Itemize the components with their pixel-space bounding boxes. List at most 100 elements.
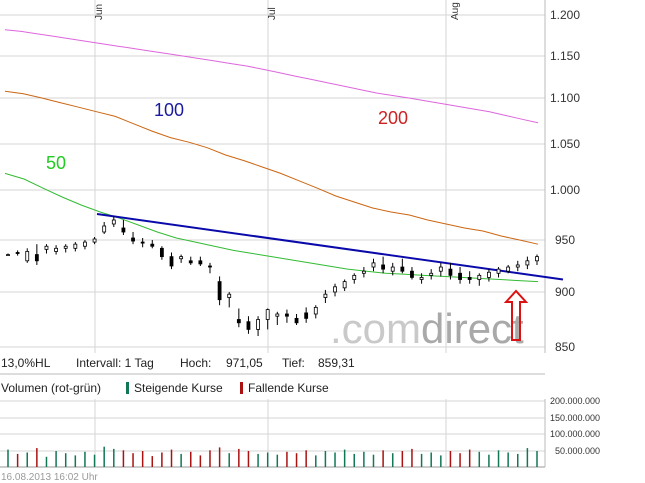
candle — [515, 260, 520, 272]
month-label-aug: Aug — [450, 2, 461, 20]
candle — [102, 222, 107, 234]
candle — [246, 316, 251, 334]
candle-body — [448, 268, 453, 276]
legend-swatch-falling — [240, 382, 243, 394]
candle — [448, 262, 453, 280]
candle — [236, 308, 241, 328]
y-tick-label: 850 — [555, 340, 575, 354]
candle — [400, 258, 405, 274]
candle — [458, 267, 462, 284]
ma100-label: 100 — [154, 100, 184, 120]
candle — [419, 273, 424, 284]
candle-body — [208, 265, 212, 268]
candle-body — [6, 254, 10, 256]
ma200-line — [4, 29, 539, 124]
candle — [525, 256, 530, 270]
candle — [535, 254, 539, 265]
candle — [34, 244, 39, 265]
volume-tick-label: 200.000.000 — [550, 396, 600, 406]
volume-tick-label: 50.000.000 — [555, 446, 600, 456]
candle — [438, 262, 443, 277]
candle — [159, 246, 164, 260]
volume-layer — [7, 446, 538, 467]
candle-body — [361, 270, 366, 274]
y-tick-label: 1.200 — [550, 8, 580, 22]
candle-body — [188, 260, 193, 264]
candle-body — [477, 274, 482, 280]
candle — [15, 250, 20, 256]
candle-body — [131, 237, 135, 242]
candle — [352, 273, 357, 284]
candle-body — [246, 321, 251, 330]
candle-body — [381, 264, 386, 270]
candle-body — [525, 260, 530, 266]
candle — [63, 244, 68, 253]
candle — [304, 307, 309, 323]
candle — [188, 256, 193, 265]
candle-body — [294, 317, 299, 324]
y-tick-label: 950 — [555, 233, 575, 247]
high-label: Hoch: — [180, 356, 211, 370]
candle-body — [73, 243, 78, 249]
candle — [208, 262, 212, 274]
candle-body — [92, 238, 97, 243]
candle — [477, 273, 482, 286]
volume-grid — [0, 399, 546, 468]
candle-body — [25, 251, 30, 262]
candle — [333, 283, 337, 297]
legend-falling-label: Fallende Kurse — [248, 381, 329, 395]
candle — [275, 311, 280, 325]
y-tick-label: 900 — [555, 285, 575, 299]
candle — [227, 292, 232, 308]
ma50-label: 50 — [46, 153, 66, 173]
watermark-logo: .comdirect — [330, 305, 524, 352]
candle — [467, 271, 472, 284]
candle-body — [400, 266, 405, 272]
candle-body — [121, 227, 126, 233]
candle — [487, 269, 491, 282]
y-tick-label: 1.050 — [550, 137, 580, 151]
candle — [121, 220, 126, 235]
candle — [342, 279, 347, 291]
candle-body — [236, 319, 241, 324]
volume-tick-label: 150.000.000 — [550, 413, 600, 423]
candle-body — [429, 272, 434, 276]
candle-body — [111, 219, 116, 225]
candle-body — [54, 247, 58, 252]
candle — [371, 258, 376, 272]
candle-layer — [6, 216, 539, 336]
candle-body — [63, 245, 68, 249]
candle — [169, 252, 174, 270]
month-label-jul: Jul — [267, 7, 278, 20]
candle-body — [227, 293, 232, 298]
ma200-label: 200 — [378, 108, 408, 128]
y-tick-label: 1.100 — [550, 91, 580, 105]
y-tick-label: 1.000 — [550, 183, 580, 197]
candle-body — [83, 241, 87, 247]
interval-label: Intervall: 1 Tag — [76, 356, 154, 370]
candle-body — [496, 268, 501, 274]
candle — [361, 267, 366, 278]
footer-timestamp: 16.08.2013 16:02 Uhr — [1, 472, 98, 483]
candle — [429, 269, 434, 280]
candle — [6, 253, 10, 256]
high-value: 971,05 — [226, 356, 263, 370]
candle-body — [102, 225, 107, 233]
volume-title: Volumen (rot-grün) — [1, 381, 101, 395]
candle-body — [256, 319, 260, 330]
candle-body — [323, 293, 328, 298]
candle-body — [352, 274, 357, 280]
candle-body — [419, 277, 424, 280]
candle-body — [458, 272, 462, 280]
candle-body — [506, 266, 511, 272]
ma100-line — [4, 90, 539, 245]
candle — [496, 267, 501, 278]
candle — [410, 267, 414, 280]
candle — [83, 240, 87, 250]
candle — [381, 256, 386, 274]
arrow-up-annotation — [503, 289, 529, 341]
candle-body — [140, 241, 145, 244]
candle — [150, 240, 155, 249]
candle — [323, 289, 328, 303]
candle-body — [487, 271, 491, 278]
